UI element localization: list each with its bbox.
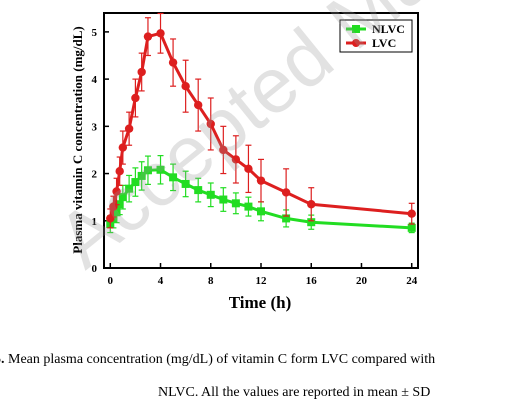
data-point-nlvc	[169, 173, 178, 182]
y-axis-label: Plasma vitamin C concentration (mg/dL)	[70, 26, 85, 253]
legend-label-nlvc: NLVC	[372, 22, 405, 36]
x-tick-label: 0	[108, 275, 114, 287]
data-point-lvc	[143, 32, 153, 41]
x-tick-label: 4	[158, 275, 164, 287]
data-point-lvc	[407, 209, 416, 218]
data-point-nlvc	[307, 218, 316, 227]
data-point-nlvc	[143, 166, 152, 175]
data-point-lvc	[168, 58, 178, 67]
figure-caption-line-2: NLVC. All the values are reported in mea…	[158, 385, 431, 400]
data-point-lvc	[181, 81, 190, 91]
x-tick-label: 8	[208, 275, 214, 287]
data-point-nlvc	[181, 179, 190, 188]
y-tick-label: 2	[92, 169, 98, 181]
data-point-lvc	[112, 187, 121, 196]
data-point-nlvc	[407, 223, 416, 232]
data-point-nlvc	[118, 193, 127, 202]
data-point-nlvc	[137, 171, 146, 180]
figure-label: 5.	[0, 352, 5, 367]
data-point-nlvc	[125, 184, 134, 193]
data-point-lvc	[118, 143, 128, 152]
figure-caption-line-1: 5. Mean plasma concentration (mg/dL) of …	[0, 352, 504, 368]
legend-marker-lvc	[352, 39, 360, 47]
data-point-nlvc	[156, 165, 165, 174]
data-point-nlvc	[244, 202, 253, 211]
data-point-lvc	[156, 29, 165, 38]
caption-text: Mean plasma concentration (mg/dL) of vit…	[4, 352, 436, 367]
x-axis-label: Time (h)	[229, 293, 292, 312]
data-point-lvc	[219, 145, 228, 155]
data-point-nlvc	[206, 190, 215, 199]
x-tick-label: 16	[306, 275, 318, 287]
x-tick-label: 20	[356, 275, 368, 287]
y-tick-label: 4	[92, 74, 98, 86]
y-tick-label: 3	[92, 121, 98, 133]
x-tick-label: 24	[406, 275, 418, 287]
y-tick-label: 0	[92, 263, 98, 275]
data-point-nlvc	[131, 178, 140, 187]
data-point-lvc	[115, 166, 124, 176]
data-point-lvc	[194, 100, 203, 110]
data-point-lvc	[307, 200, 316, 209]
data-point-nlvc	[112, 208, 121, 217]
data-point-nlvc	[219, 195, 228, 204]
data-point-nlvc	[115, 200, 124, 209]
data-point-nlvc	[194, 186, 203, 195]
data-point-nlvc	[257, 207, 265, 216]
y-tick-label: 1	[92, 216, 98, 228]
data-point-lvc	[256, 176, 266, 185]
y-tick-label: 5	[92, 27, 98, 39]
data-point-lvc	[124, 124, 134, 133]
data-point-lvc	[231, 155, 241, 164]
data-point-lvc	[106, 214, 115, 223]
data-point-lvc	[206, 119, 215, 129]
data-point-lvc	[244, 164, 253, 174]
data-point-nlvc	[282, 214, 291, 223]
data-point-nlvc	[231, 199, 240, 208]
data-point-lvc	[137, 67, 146, 77]
legend-marker-nlvc	[352, 25, 360, 33]
data-point-lvc	[131, 93, 140, 103]
data-point-lvc	[281, 188, 291, 197]
data-point-lvc	[109, 202, 118, 211]
x-tick-label: 12	[256, 275, 268, 287]
legend-label-lvc: LVC	[372, 36, 396, 50]
